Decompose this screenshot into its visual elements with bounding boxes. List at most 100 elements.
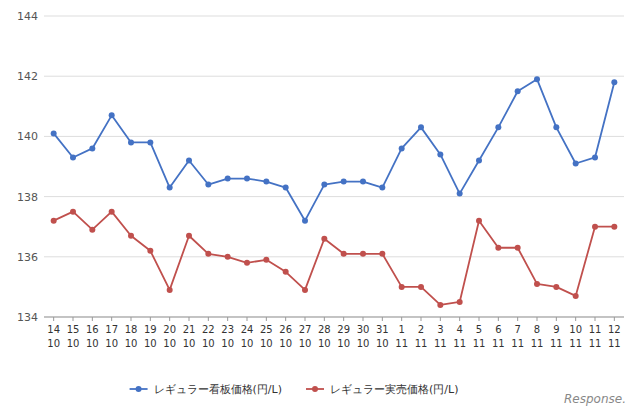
series-point	[89, 227, 95, 233]
series-point	[360, 179, 366, 185]
series-point	[109, 209, 115, 215]
series-point	[205, 251, 211, 257]
x-tick-label: 12	[608, 324, 621, 335]
series-point	[611, 224, 617, 230]
series-point	[476, 157, 482, 163]
y-tick-label: 140	[17, 130, 38, 143]
x-tick-label: 5	[476, 324, 482, 335]
month-label: 10	[241, 338, 254, 349]
x-tick	[595, 317, 596, 321]
month-label: 11	[492, 338, 505, 349]
x-tick-label: 21	[183, 324, 196, 335]
month-label: 10	[318, 338, 331, 349]
grid-line	[44, 196, 624, 197]
series-point	[147, 248, 153, 254]
series-point	[70, 154, 76, 160]
legend-item: レギュラー看板価格(円/L)	[130, 383, 282, 396]
series-point	[476, 218, 482, 224]
series-point	[399, 284, 405, 290]
x-tick	[363, 317, 364, 321]
grid-line	[44, 136, 624, 137]
series-point	[205, 182, 211, 188]
month-label: 11	[473, 338, 486, 349]
month-label: 10	[202, 338, 215, 349]
x-tick-label: 24	[241, 324, 254, 335]
series-point	[553, 124, 559, 130]
y-tick-label: 142	[17, 70, 38, 83]
y-tick-label: 134	[17, 311, 38, 324]
month-label: 10	[105, 338, 118, 349]
x-tick	[189, 317, 190, 321]
month-label: 10	[376, 338, 389, 349]
series-point	[418, 284, 424, 290]
series-line	[54, 79, 615, 220]
series-point	[167, 185, 173, 191]
series-point	[379, 251, 385, 257]
annotations: 1010101010101010101010101010101010101111…	[47, 338, 626, 406]
month-label: 11	[531, 338, 544, 349]
y-axis: 134136138140142144	[17, 10, 624, 324]
series-point	[495, 245, 501, 251]
x-tick	[131, 317, 132, 321]
y-tick-label: 136	[17, 251, 38, 264]
x-tick	[517, 317, 518, 321]
series-point	[341, 179, 347, 185]
legend-item: レギュラー実売価格(円/L)	[306, 383, 458, 396]
x-tick	[421, 317, 422, 321]
x-tick	[479, 317, 480, 321]
x-tick	[401, 317, 402, 321]
month-label: 11	[395, 338, 408, 349]
series-point	[437, 151, 443, 157]
x-tick-label: 16	[86, 324, 99, 335]
series-point	[360, 251, 366, 257]
x-tick	[324, 317, 325, 321]
month-label: 10	[183, 338, 196, 349]
legend-label: レギュラー実売価格(円/L)	[330, 383, 458, 396]
x-tick-label: 28	[318, 324, 331, 335]
series-point	[573, 160, 579, 166]
x-tick-label: 17	[105, 324, 118, 335]
x-tick	[305, 317, 306, 321]
series-point	[244, 176, 250, 182]
x-tick-label: 9	[553, 324, 559, 335]
series-point	[321, 182, 327, 188]
month-label: 11	[434, 338, 447, 349]
x-tick-label: 2	[418, 324, 424, 335]
month-label: 10	[260, 338, 273, 349]
series-point	[379, 185, 385, 191]
grid-line	[44, 256, 624, 257]
x-tick	[111, 317, 112, 321]
x-tick-label: 31	[376, 324, 389, 335]
series-point	[592, 224, 598, 230]
x-tick-label: 29	[337, 324, 350, 335]
series-point	[225, 254, 231, 260]
series-point	[51, 130, 57, 136]
x-axis: 1415161718192021222324252627282930311234…	[47, 317, 620, 335]
logo-text: Response.	[564, 392, 626, 406]
series-point	[515, 245, 521, 251]
series-point	[128, 233, 134, 239]
month-label: 10	[86, 338, 99, 349]
series-point	[515, 88, 521, 94]
series-point	[89, 145, 95, 151]
x-tick-label: 27	[299, 324, 312, 335]
month-label: 10	[67, 338, 80, 349]
series-point	[70, 209, 76, 215]
series-point	[51, 218, 57, 224]
series-point	[109, 112, 115, 118]
series-point	[186, 157, 192, 163]
x-tick-label: 8	[534, 324, 540, 335]
month-label: 10	[357, 338, 370, 349]
x-tick-label: 30	[357, 324, 370, 335]
x-tick	[575, 317, 576, 321]
x-tick-label: 11	[589, 324, 602, 335]
x-tick	[73, 317, 74, 321]
series-point	[534, 76, 540, 82]
x-tick	[169, 317, 170, 321]
series-point	[553, 284, 559, 290]
series-point	[225, 176, 231, 182]
x-tick-label: 7	[514, 324, 520, 335]
series-point	[302, 218, 308, 224]
month-label: 10	[125, 338, 138, 349]
month-label: 11	[569, 338, 582, 349]
